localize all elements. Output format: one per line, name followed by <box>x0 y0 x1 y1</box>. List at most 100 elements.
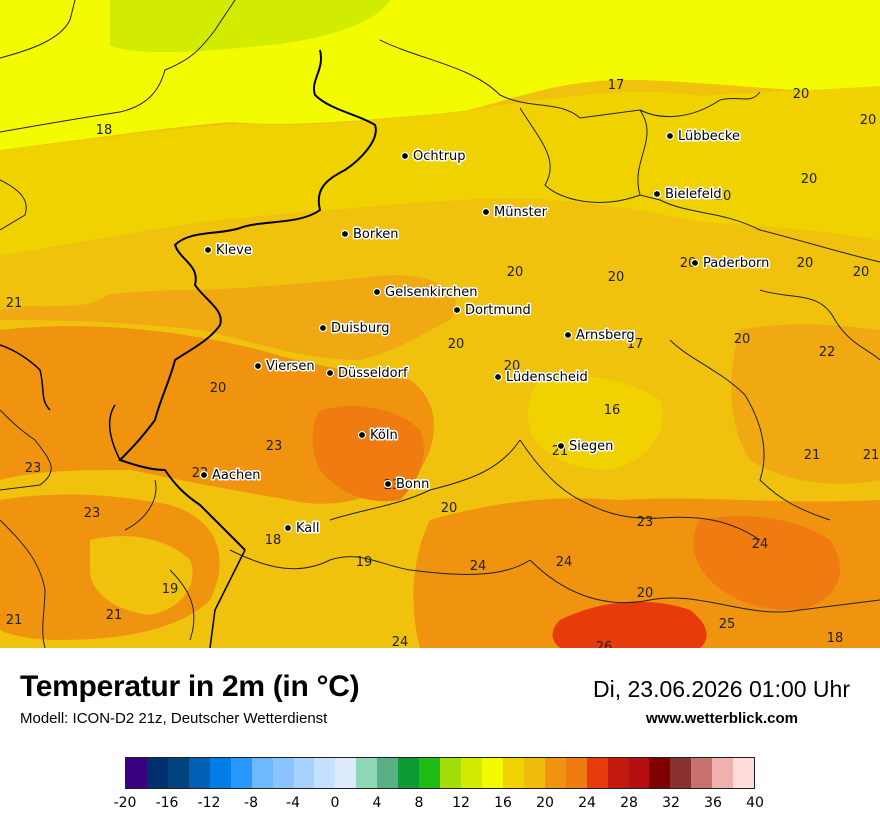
legend-tick: 28 <box>620 795 638 811</box>
temperature-value: 16 <box>604 403 621 418</box>
city-label: Duisburg <box>331 321 390 336</box>
city-label: Köln <box>370 428 398 443</box>
website-link[interactable]: www.wetterblick.com <box>646 710 798 727</box>
legend-swatch <box>251 758 273 788</box>
city-marker: Kall <box>283 520 321 538</box>
country-border <box>118 49 377 551</box>
legend-tick: -16 <box>155 795 179 811</box>
city-dot <box>203 245 213 255</box>
city-label: Kall <box>296 521 320 536</box>
city-dot <box>400 151 410 161</box>
city-marker: Lübbecke <box>665 128 741 146</box>
legend-swatch <box>712 758 734 788</box>
temperature-value: 21 <box>804 448 821 463</box>
temperature-value: 20 <box>715 189 732 204</box>
temperature-value: 19 <box>162 582 179 597</box>
temperature-value: 23 <box>25 461 42 476</box>
temperature-value: 20 <box>793 87 810 102</box>
legend-swatch <box>565 758 587 788</box>
city-label: Viersen <box>266 359 315 374</box>
city-marker: Ochtrup <box>400 148 467 166</box>
temperature-value: 23 <box>84 506 101 521</box>
legend-tick: -4 <box>286 795 300 811</box>
temperature-value: 20 <box>504 359 521 374</box>
legend-tick: 8 <box>414 795 424 811</box>
legend-swatch <box>230 758 252 788</box>
city-label: Aachen <box>212 468 260 483</box>
temperature-value: 17 <box>627 337 644 352</box>
city-marker: Siegen <box>556 438 615 456</box>
temperature-value: 21 <box>6 613 23 628</box>
temperature-value: 24 <box>470 559 487 574</box>
temperature-fields <box>0 0 880 648</box>
temperature-value: 24 <box>556 555 573 570</box>
temperature-value: 26 <box>596 640 613 648</box>
map-canvas: 17 20 20 18 20 20 20 20 20 20 20 21 20 20 17 22 20 20 16 23… <box>0 0 880 648</box>
color-legend <box>125 757 755 789</box>
city-dot <box>493 372 503 382</box>
temperature-value: 24 <box>392 635 409 648</box>
city-dot <box>318 323 328 333</box>
city-dot <box>652 189 662 199</box>
temperature-value: 18 <box>265 533 282 548</box>
city-dot <box>253 361 263 371</box>
legend-tick: -8 <box>244 795 258 811</box>
legend-swatch <box>440 758 461 788</box>
legend-tick: 32 <box>662 795 680 811</box>
legend-tick: 20 <box>536 795 554 811</box>
city-marker: Borken <box>340 226 400 244</box>
city-marker: Köln <box>357 427 399 445</box>
legend-swatch <box>146 758 168 788</box>
temperature-value: 20 <box>210 381 227 396</box>
legend-swatch <box>628 758 650 788</box>
legend-swatch <box>419 758 441 788</box>
city-label: Lüdenscheid <box>506 370 588 385</box>
city-marker: Gelsenkirchen <box>372 284 479 302</box>
city-dot <box>556 441 566 451</box>
legend-swatch <box>188 758 210 788</box>
city-label: Arnsberg <box>576 328 635 343</box>
city-marker: Viersen <box>253 358 316 376</box>
temperature-labels: 17 20 20 18 20 20 20 20 20 20 20 21 20 20 17 22 20 20 16 23… <box>6 78 880 648</box>
temperature-map: 17 20 20 18 20 20 20 20 20 20 20 21 20 20 17 22 20 20 16 23… <box>0 0 880 648</box>
regional-borders <box>0 0 880 648</box>
temperature-value: 20 <box>797 256 814 271</box>
legend-tick: -20 <box>113 795 137 811</box>
temperature-value: 25 <box>719 617 736 632</box>
temperature-value: 19 <box>356 555 373 570</box>
temperature-value: 23 <box>637 515 654 530</box>
temperature-value: 20 <box>853 265 870 280</box>
temperature-value: 22 <box>819 345 836 360</box>
city-label: Münster <box>494 205 548 220</box>
city-label: Bonn <box>396 477 429 492</box>
temperature-value: 20 <box>860 113 877 128</box>
secondary-border <box>0 344 246 648</box>
city-marker: Lüdenscheid <box>493 369 589 387</box>
city-dot <box>199 470 209 480</box>
legend-swatch <box>126 758 147 788</box>
city-marker: Bonn <box>383 476 431 494</box>
city-label: Dortmund <box>465 303 531 318</box>
temperature-value: 20 <box>734 332 751 347</box>
city-marker: Arnsberg <box>563 327 636 345</box>
temperature-value: 20 <box>801 172 818 187</box>
city-dot <box>325 368 335 378</box>
city-label: Düsseldorf <box>338 366 408 381</box>
city-markers: Ochtrup Lübbecke Bielefeld Münster Borken Kle… <box>199 128 771 538</box>
legend-swatch <box>377 758 399 788</box>
city-dot <box>357 430 367 440</box>
city-marker: Paderborn <box>690 255 771 273</box>
legend-tick: -12 <box>197 795 221 811</box>
city-dot <box>563 330 573 340</box>
legend-swatch <box>481 758 503 788</box>
temperature-value: 17 <box>608 78 625 93</box>
city-label: Ochtrup <box>413 149 466 164</box>
legend-swatch <box>586 758 608 788</box>
city-marker: Bielefeld <box>652 186 723 204</box>
temperature-value: 20 <box>637 586 654 601</box>
city-dot <box>283 523 293 533</box>
legend-tick: 24 <box>578 795 596 811</box>
temperature-value: 21 <box>863 448 880 463</box>
legend-tick-labels: -20 -16 -12 -8 -4 0 4 8 12 16 20 24 28 32 36 40 <box>0 795 880 815</box>
city-marker: Dortmund <box>452 302 532 320</box>
